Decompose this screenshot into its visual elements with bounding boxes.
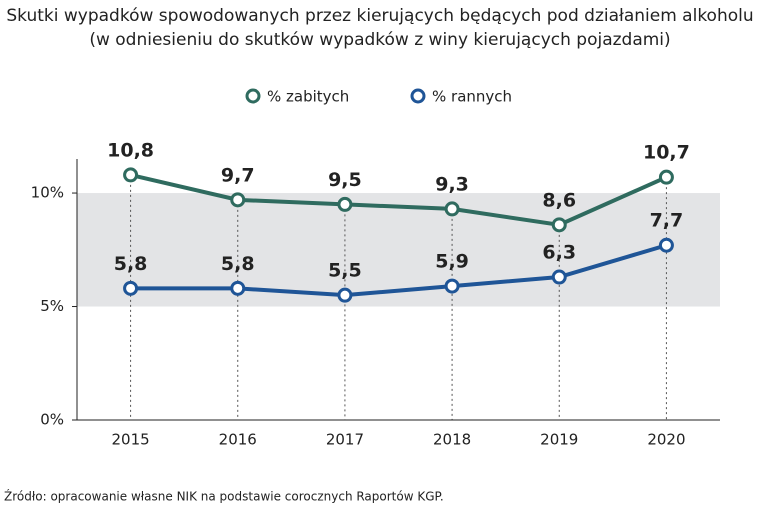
x-tick-label: 2019 [540, 431, 578, 449]
legend-marker [410, 88, 426, 104]
data-point [230, 192, 246, 208]
data-label: 5,5 [328, 260, 362, 282]
data-point [551, 217, 567, 233]
data-point [337, 287, 353, 303]
series-line [130, 243, 667, 298]
data-label: 10,8 [107, 139, 154, 161]
data-point [123, 280, 139, 296]
data-label: 5,8 [114, 253, 148, 275]
data-point [658, 237, 674, 253]
data-label: 8,6 [542, 189, 576, 211]
chart-subtitle: (w odniesieniu do skutków wypadków z win… [89, 30, 670, 50]
chart-title: Skutki wypadków spowodowanych przez kier… [6, 6, 753, 26]
data-point [123, 167, 139, 183]
source-note: Źródło: opracowanie własne NIK na podsta… [4, 489, 444, 504]
data-label: 6,3 [542, 242, 576, 264]
data-label: 9,5 [328, 169, 362, 191]
data-point [658, 169, 674, 185]
legend-marker [245, 88, 261, 104]
y-tick-label: 5% [40, 297, 64, 315]
data-point [551, 269, 567, 285]
data-point [230, 280, 246, 296]
x-tick-label: 2015 [111, 431, 149, 449]
data-label: 5,8 [221, 253, 255, 275]
legend-label: % rannych [432, 88, 512, 106]
data-point [444, 278, 460, 294]
x-tick-label: 2020 [647, 431, 685, 449]
y-tick-label: 0% [40, 411, 64, 429]
data-label: 7,7 [650, 210, 684, 232]
series-line [130, 172, 668, 227]
x-tick-label: 2018 [433, 431, 471, 449]
data-label: 10,7 [643, 142, 690, 164]
data-label: 5,9 [435, 251, 469, 273]
y-tick-label: 10% [31, 184, 64, 202]
data-label: 9,3 [435, 173, 469, 195]
data-label: 9,7 [221, 164, 255, 186]
data-point [337, 196, 353, 212]
x-tick-label: 2016 [219, 431, 257, 449]
x-tick-label: 2017 [326, 431, 364, 449]
data-point [444, 201, 460, 217]
legend-label: % zabitych [267, 88, 349, 106]
